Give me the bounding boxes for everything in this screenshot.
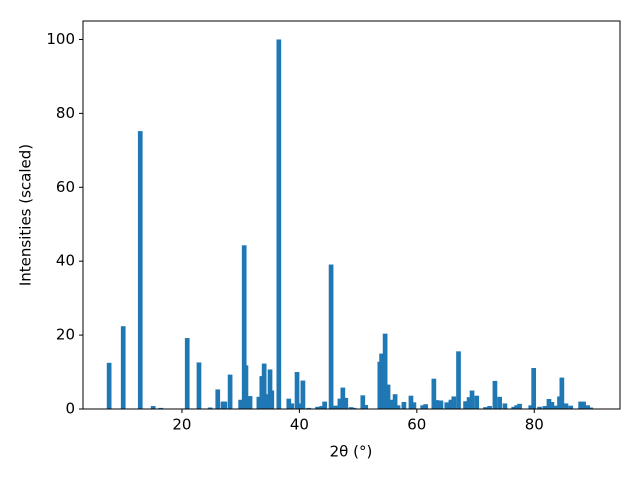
bar <box>487 406 492 409</box>
bar <box>502 403 508 409</box>
x-tick-label: 60 <box>407 416 426 434</box>
bar <box>337 398 343 409</box>
bar <box>517 403 522 409</box>
bar <box>351 407 357 409</box>
bar <box>451 396 457 409</box>
y-tick-label: 100 <box>46 30 75 48</box>
bar <box>196 362 202 409</box>
y-tick-label: 40 <box>56 252 75 270</box>
bar <box>514 405 520 409</box>
bar <box>385 384 391 409</box>
bar <box>549 401 555 409</box>
bar <box>542 406 548 409</box>
bar <box>469 390 475 409</box>
bar <box>546 399 552 409</box>
bar <box>227 374 233 409</box>
bar <box>360 395 366 409</box>
bar <box>528 405 534 409</box>
y-tick-label: 20 <box>56 326 75 344</box>
bar <box>531 367 537 409</box>
y-tick-label: 80 <box>56 104 75 122</box>
bar <box>395 405 401 409</box>
bar <box>581 401 586 409</box>
bar <box>568 405 574 409</box>
bar <box>319 406 325 409</box>
bar <box>306 407 312 409</box>
bar <box>261 363 267 409</box>
bar <box>420 405 426 409</box>
bar <box>511 406 517 409</box>
bar <box>158 407 164 409</box>
bar <box>207 407 213 409</box>
bar <box>448 399 454 409</box>
y-tick-label: 0 <box>65 400 75 418</box>
bar <box>553 405 559 409</box>
bar <box>238 399 244 409</box>
bar <box>444 402 450 409</box>
bar <box>315 406 320 409</box>
bar <box>241 245 247 409</box>
bar <box>588 407 593 409</box>
bar <box>537 406 542 409</box>
bar <box>431 378 437 409</box>
bar <box>401 401 407 409</box>
bar <box>388 399 394 409</box>
bar <box>340 387 346 409</box>
bar <box>322 401 327 409</box>
bar <box>247 396 253 409</box>
bar <box>423 404 428 409</box>
bar <box>137 131 143 409</box>
bar <box>276 39 282 409</box>
bar <box>585 405 591 409</box>
bar <box>267 369 273 409</box>
bar <box>456 351 461 409</box>
bar <box>333 405 339 409</box>
bar <box>463 401 468 409</box>
y-tick-label: 60 <box>56 178 75 196</box>
bar <box>559 377 565 409</box>
bar <box>392 394 398 409</box>
bar <box>408 395 414 409</box>
bar <box>578 401 584 409</box>
bar <box>264 394 270 409</box>
bar <box>563 403 569 409</box>
bar <box>497 396 502 409</box>
bar <box>348 407 354 409</box>
x-tick-label: 80 <box>525 416 544 434</box>
bar <box>434 400 440 409</box>
x-tick-label: 20 <box>172 416 191 434</box>
bar <box>492 380 498 409</box>
bar <box>120 326 126 409</box>
bar <box>286 398 292 409</box>
bar <box>256 396 262 409</box>
bar <box>382 333 388 409</box>
bar <box>300 380 306 409</box>
bar <box>222 401 228 409</box>
bar <box>438 400 444 409</box>
bar <box>379 353 384 409</box>
bar <box>343 397 349 409</box>
bar <box>363 404 369 409</box>
bar <box>474 395 480 409</box>
bar <box>150 406 156 409</box>
bar <box>289 403 295 409</box>
bar <box>243 365 249 409</box>
bar <box>483 407 488 409</box>
bar <box>269 390 275 409</box>
bar <box>215 389 221 409</box>
bar <box>294 372 300 409</box>
bar <box>184 338 190 409</box>
x-tick-label: 40 <box>290 416 309 434</box>
bar <box>411 402 417 409</box>
bar <box>297 403 303 409</box>
bar <box>106 362 112 409</box>
bar <box>328 264 334 409</box>
plot-frame <box>82 20 621 410</box>
y-axis-label: Intensities (scaled) <box>17 144 35 286</box>
bar <box>466 397 472 409</box>
x-axis-label: 2θ (°) <box>330 443 373 461</box>
